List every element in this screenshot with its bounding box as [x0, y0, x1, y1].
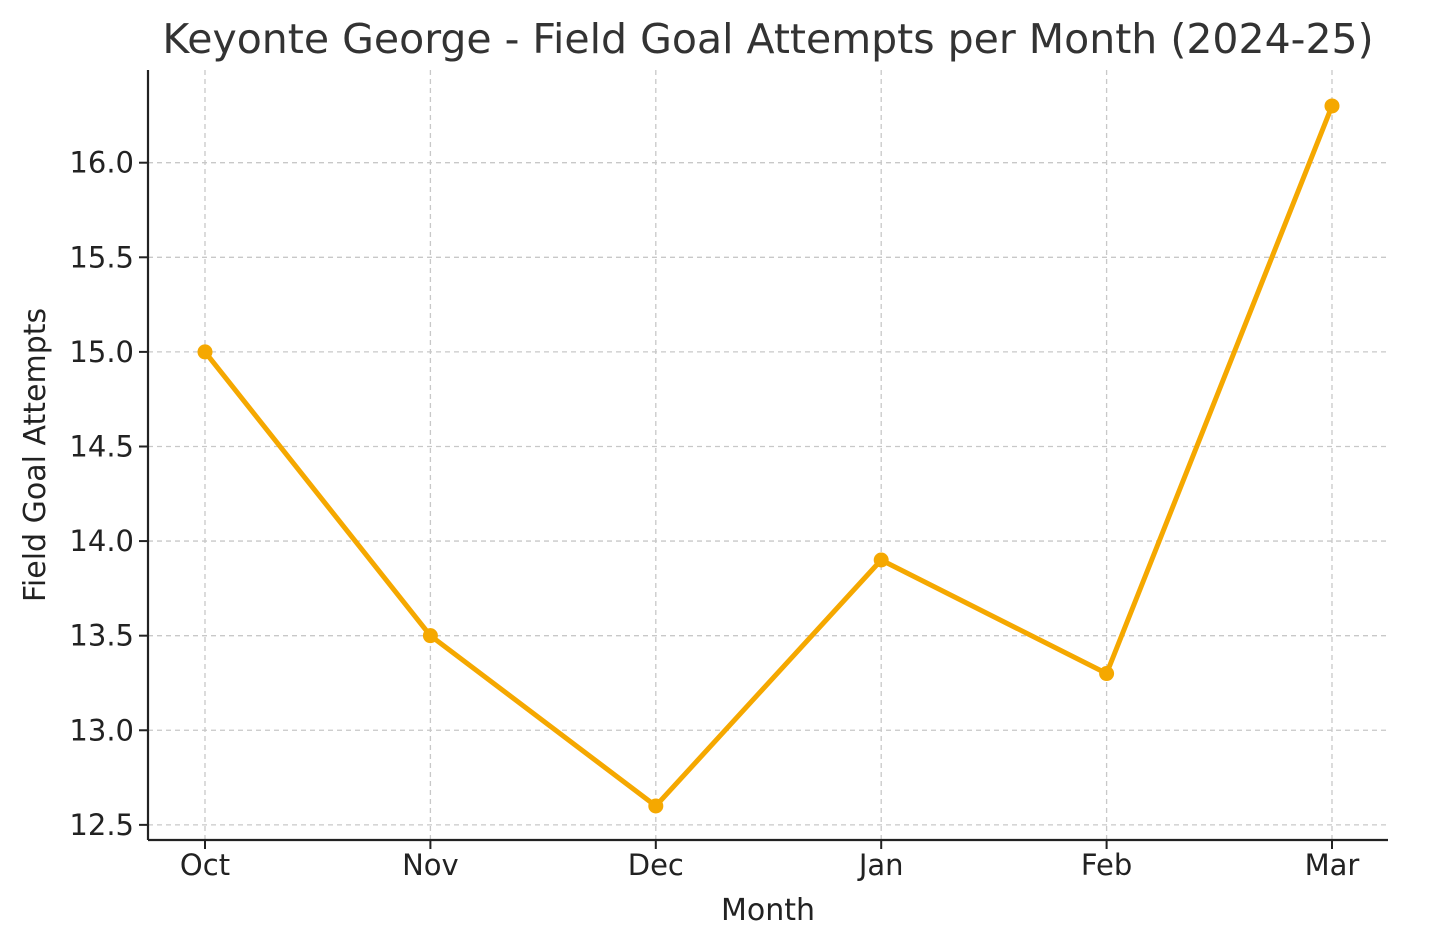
y-tick-label: 14.5: [69, 429, 134, 463]
x-tick-label: Feb: [1081, 848, 1132, 882]
data-point-jan: [873, 552, 889, 568]
y-tick-label: 12.5: [69, 808, 134, 842]
data-point-nov: [422, 628, 438, 644]
y-tick-label: 13.0: [69, 713, 134, 747]
x-tick-label: Oct: [180, 848, 230, 882]
y-axis-label: Field Goal Attempts: [18, 308, 53, 602]
data-point-feb: [1099, 666, 1115, 682]
series-layer: [197, 98, 1340, 814]
series-line: [202, 103, 1335, 809]
y-tick-label: 14.0: [69, 524, 134, 558]
data-point-oct: [197, 344, 213, 360]
y-tick-label: 16.0: [69, 146, 134, 180]
axes: [146, 70, 1388, 842]
data-point-mar: [1324, 98, 1340, 114]
y-tick-label: 15.5: [69, 240, 134, 274]
grid: [148, 70, 1388, 840]
x-axis-label: Month: [721, 893, 815, 928]
x-tick-label: Mar: [1305, 848, 1360, 882]
x-tick-label: Dec: [628, 848, 684, 882]
chart-title: Keyonte George - Field Goal Attempts per…: [162, 15, 1373, 63]
ticks: 12.5 13.0 13.5 14.0 14.5 15.0 15.5 16.0 Oct Nov De…: [69, 146, 1359, 882]
data-point-dec: [648, 798, 664, 814]
y-tick-label: 13.5: [69, 619, 134, 653]
y-tick-label: 15.0: [69, 335, 134, 369]
x-tick-label: Nov: [402, 848, 459, 882]
x-tick-label: Jan: [857, 848, 904, 882]
